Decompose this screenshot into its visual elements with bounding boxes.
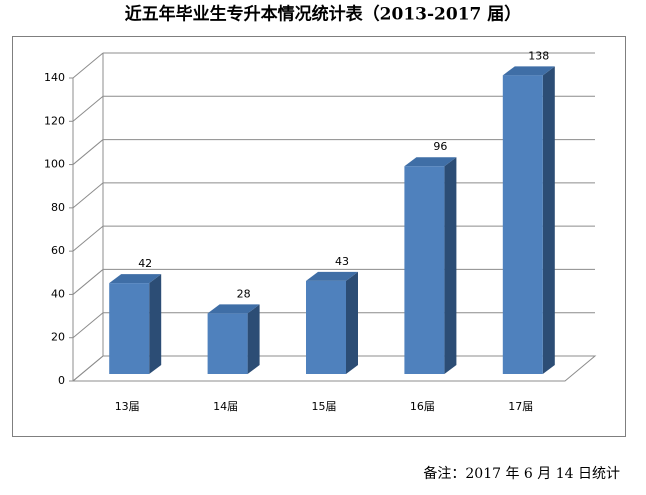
- chart-title: 近五年毕业生专升本情况统计表（2013-2017 届）: [125, 4, 522, 25]
- bar-side: [444, 157, 457, 374]
- bar-side: [149, 274, 162, 374]
- y-tick-label: 20: [51, 331, 65, 344]
- value-label: 96: [433, 140, 447, 153]
- y-tick-label: 60: [51, 244, 65, 257]
- y-tick-label: 140: [44, 71, 65, 84]
- bar-top: [404, 157, 457, 167]
- x-tick-label: 17届: [508, 400, 533, 413]
- bar-top: [502, 66, 555, 76]
- bar-side: [247, 304, 260, 374]
- x-tick-label: 16届: [410, 400, 435, 413]
- bar: [404, 166, 445, 374]
- footnote: 备注：2017 年 6 月 14 日统计: [423, 465, 620, 482]
- grid-line: [72, 52, 104, 79]
- bar-top: [109, 274, 162, 284]
- bar-side: [346, 271, 358, 374]
- value-label: 43: [335, 255, 349, 268]
- bar: [502, 75, 543, 374]
- value-label: 138: [528, 49, 549, 62]
- grid-line: [72, 312, 104, 339]
- grid-line: [72, 355, 104, 382]
- grid-line: [72, 139, 104, 165]
- grid-line: [72, 95, 104, 122]
- value-label: 28: [237, 287, 251, 300]
- bar: [109, 283, 150, 374]
- y-tick-label: 40: [51, 287, 65, 300]
- bar-top: [207, 304, 260, 314]
- x-tick-label: 13届: [115, 400, 140, 413]
- x-tick-label: 15届: [312, 400, 337, 413]
- bar-top: [306, 271, 358, 281]
- bar-side: [542, 66, 555, 374]
- y-tick-label: 80: [51, 201, 65, 214]
- y-tick-label: 120: [44, 114, 65, 127]
- chart-border: [12, 36, 626, 437]
- y-tick-label: 100: [44, 158, 65, 171]
- grid-line: [72, 182, 104, 209]
- y-tick-label: 0: [58, 374, 65, 387]
- grid-line: [72, 225, 104, 252]
- bar: [306, 280, 346, 374]
- x-tick-label: 14届: [213, 400, 238, 413]
- grid-line: [72, 269, 104, 295]
- value-label: 42: [138, 257, 152, 270]
- bar: [207, 313, 248, 374]
